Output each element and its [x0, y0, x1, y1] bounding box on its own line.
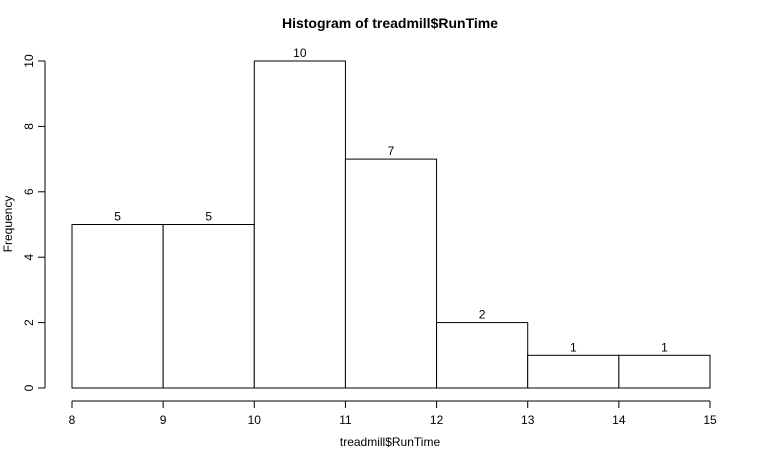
bar-data-label: 5	[205, 210, 212, 224]
y-axis-label: Frequency	[1, 196, 15, 253]
x-tick-label: 15	[703, 413, 717, 427]
bar-data-label: 7	[388, 144, 395, 158]
histogram-bar	[162, 224, 255, 389]
chart-title: Histogram of treadmill$RunTime	[282, 15, 498, 31]
x-tick-label: 8	[69, 413, 76, 427]
bar-data-label: 1	[661, 340, 668, 354]
bar-data-label: 5	[114, 210, 121, 224]
y-tick-label: 2	[22, 319, 36, 326]
y-tick-label: 4	[22, 254, 36, 261]
bar-data-label: 10	[293, 46, 307, 60]
y-tick-label: 0	[22, 384, 36, 391]
bar-data-label: 1	[570, 340, 577, 354]
x-tick-label: 9	[160, 413, 167, 427]
x-tick-label: 13	[521, 413, 535, 427]
x-tick-label: 14	[612, 413, 626, 427]
histogram-bar	[71, 224, 164, 389]
histogram-bar	[527, 354, 620, 389]
x-tick-label: 12	[430, 413, 444, 427]
y-axis: 0 2 4 6 8 10	[22, 54, 46, 391]
y-tick-label: 8	[22, 123, 36, 130]
x-tick-label: 11	[339, 413, 352, 427]
x-tick-label: 10	[248, 413, 262, 427]
histogram-bar	[344, 158, 438, 389]
histogram-bar	[253, 60, 346, 389]
data-labels-group: 5 5 10 7 2 1 1	[114, 46, 668, 354]
y-tick-label: 10	[22, 54, 36, 68]
bar-data-label: 2	[479, 308, 486, 322]
bars-group	[71, 60, 711, 389]
x-axis-label: treadmill$RunTime	[340, 435, 441, 449]
x-axis: 8 9 10 11 12 13 14 15	[69, 400, 717, 427]
histogram-bar	[436, 322, 529, 389]
y-tick-label: 6	[22, 188, 36, 195]
histogram-bar	[618, 354, 711, 389]
